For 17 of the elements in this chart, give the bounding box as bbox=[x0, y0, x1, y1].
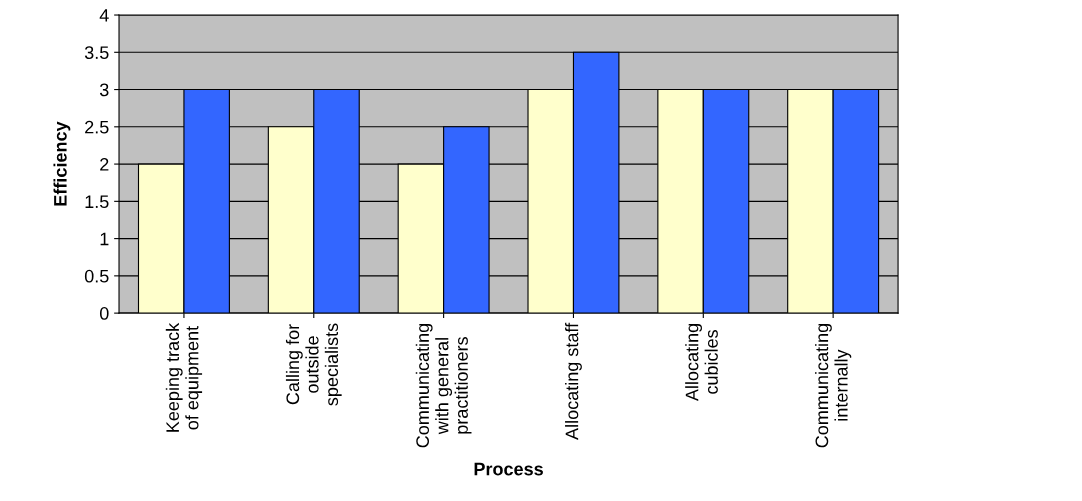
y-tick-label: 0 bbox=[99, 307, 109, 320]
y-tick-label: 1.5 bbox=[85, 195, 109, 209]
y-tick-label: 3.5 bbox=[84, 46, 109, 60]
x-tick-label: Keeping track of equipment bbox=[165, 322, 203, 432]
x-tick-label: Allocating staff bbox=[565, 322, 582, 440]
x-tick-label: Communicating internally bbox=[815, 324, 852, 448]
x-axis-title: Process bbox=[474, 462, 543, 476]
y-tick-label: 3 bbox=[99, 83, 109, 97]
y-tick-label: 2 bbox=[100, 158, 109, 171]
x-tick-label: Allocating cubicles bbox=[685, 324, 718, 402]
x-tick-label: Communicating with general practitioners bbox=[415, 324, 472, 448]
y-tick-label: 1 bbox=[100, 232, 109, 246]
y-axis-title: Efficiency bbox=[53, 121, 71, 206]
y-tick-label: 4 bbox=[99, 9, 109, 22]
y-tick-label: 2.5 bbox=[85, 120, 109, 134]
x-tick-label: Calling for outside specialists bbox=[285, 323, 342, 406]
y-tick-label: 0.5 bbox=[84, 269, 109, 283]
